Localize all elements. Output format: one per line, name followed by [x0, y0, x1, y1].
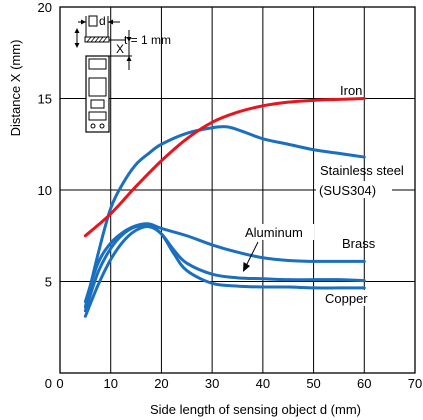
- aluminum-pointer-arrowhead: [243, 262, 250, 272]
- x-axis-title: Side length of sensing object d (mm): [150, 402, 361, 417]
- square-symbol: [88, 15, 98, 27]
- sensor-connector: [88, 111, 107, 121]
- y-tick-label: 20: [38, 0, 52, 15]
- mount-hole-right: [99, 123, 105, 129]
- sensor-indicator: [90, 99, 105, 109]
- label-copper-bg: [322, 290, 376, 306]
- series-line-copper: [83, 224, 366, 318]
- label-sus304-bg: [316, 181, 392, 198]
- plot-frame: [59, 6, 416, 374]
- y-tick-label: 5: [45, 275, 52, 290]
- mount-hole-left: [90, 123, 96, 129]
- label-aluminum: Aluminum: [245, 225, 303, 240]
- x-tick-label: 50: [306, 376, 320, 391]
- d-label: d: [99, 14, 106, 28]
- y-tick-label: 0: [45, 376, 52, 391]
- y-tick-label: 15: [38, 92, 52, 107]
- sensor-diagram: d t = 1 mm X: [74, 14, 171, 133]
- x-tick-label: 10: [103, 376, 117, 391]
- label-iron: Iron: [340, 83, 362, 98]
- x-tick-label: 60: [357, 376, 371, 391]
- label-stainless-steel: Stainless steel: [320, 163, 404, 178]
- sensor-head: [88, 58, 107, 70]
- x-tick-label: 40: [256, 376, 270, 391]
- label-brass: Brass: [342, 236, 376, 251]
- hatch: [94, 36, 100, 43]
- sensor-window: [88, 77, 107, 97]
- x-label: X: [116, 42, 124, 56]
- aluminum-pointer-line: [245, 241, 259, 267]
- y-tick-label: 10: [38, 183, 52, 198]
- x-tick-label: 0: [56, 376, 63, 391]
- x-tick-label: 20: [154, 376, 168, 391]
- series-line-iron: [83, 97, 366, 238]
- x-arrowhead-bottom: [126, 56, 132, 61]
- hatch: [86, 36, 92, 43]
- hatch: [98, 36, 104, 43]
- thickness-label: t = 1 mm: [124, 33, 171, 47]
- series-line-aluminum: [83, 223, 366, 313]
- x-tick-label: 30: [205, 376, 219, 391]
- left-arrowhead-up: [74, 28, 80, 33]
- d-arrowhead-right: [108, 19, 113, 25]
- series-line-brass: [83, 222, 366, 304]
- hatch: [90, 36, 96, 43]
- d-arrowhead-left: [81, 19, 86, 25]
- tick-labels: 0 10 20 30 40 50 60 70 0 5 10 15 20: [38, 0, 423, 391]
- label-aluminum-bg: [242, 224, 314, 240]
- y-axis-title: Distance X (mm): [8, 40, 23, 137]
- label-sus304: (SUS304): [319, 183, 376, 198]
- x-arrowhead-top: [126, 37, 132, 42]
- label-copper: Copper: [325, 291, 368, 306]
- series-group: [83, 97, 366, 318]
- hatch: [102, 36, 108, 43]
- x-tick-label: 70: [408, 376, 422, 391]
- left-arrowhead-down: [74, 43, 80, 48]
